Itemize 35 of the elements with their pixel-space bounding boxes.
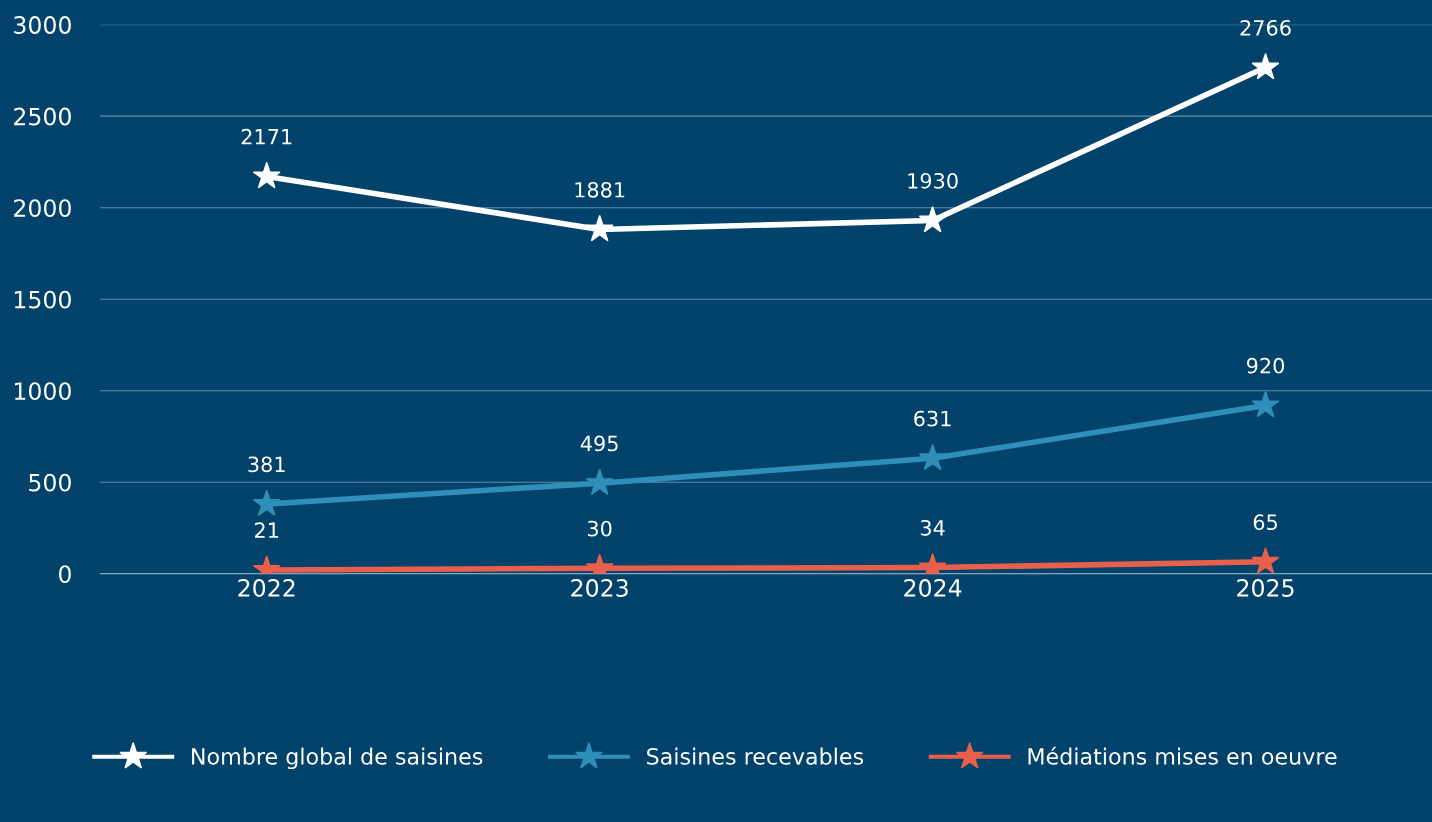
point <box>918 205 947 233</box>
y-tick-label: 500 <box>29 473 71 492</box>
legend-label: Nombre global de saisines <box>192 747 483 770</box>
data-label: 2171 <box>241 128 292 145</box>
point <box>585 468 614 496</box>
data-label: 30 <box>587 520 612 537</box>
y-tick-label: 3000 <box>14 16 71 34</box>
x-tick-label: 2023 <box>571 579 628 597</box>
y-tick-label: 1000 <box>14 382 71 401</box>
point <box>252 161 281 189</box>
y-tick-label: 0 <box>59 565 71 584</box>
point <box>1251 390 1280 418</box>
data-label: 631 <box>914 410 951 427</box>
point <box>585 214 614 242</box>
legend-label: Médiations mises en oeuvre <box>1028 746 1337 765</box>
data-label: 65 <box>1253 514 1277 531</box>
point <box>1251 547 1280 574</box>
legend-label: Saisines recevables <box>647 747 864 765</box>
data-label: 1930 <box>908 172 958 189</box>
point <box>918 443 947 471</box>
x-tick-label: 2022 <box>238 579 295 597</box>
x-tick-label: 2025 <box>1237 579 1294 597</box>
y-tick-label: 2500 <box>14 107 71 126</box>
y-tick-label: 2000 <box>14 199 71 217</box>
data-label: 495 <box>580 435 618 452</box>
point <box>252 489 281 516</box>
data-label: 920 <box>1246 357 1285 374</box>
x-tick-label: 2024 <box>904 579 962 597</box>
data-label: 2766 <box>1240 19 1291 36</box>
point <box>1251 52 1280 80</box>
data-label: 381 <box>248 456 285 473</box>
data-label: 34 <box>920 519 945 536</box>
data-label: 1881 <box>575 181 625 198</box>
y-tick-label: 1500 <box>14 290 71 309</box>
data-label: 21 <box>254 522 279 538</box>
